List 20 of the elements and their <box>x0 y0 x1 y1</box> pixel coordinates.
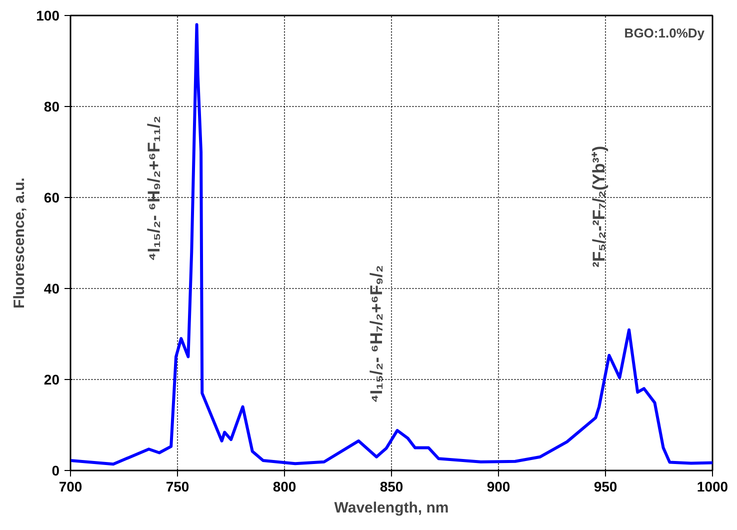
y-tick-label: 80 <box>44 98 60 114</box>
x-tick-label: 750 <box>166 478 190 494</box>
y-tick-label: 60 <box>44 190 60 206</box>
annotation: ²F₅/₂-²F₇/₂(Yb³⁺) <box>589 146 608 268</box>
x-axis-title: Wavelength, nm <box>334 500 449 516</box>
x-tick-label: 900 <box>486 478 510 494</box>
x-tick-label: 700 <box>58 478 82 494</box>
y-tick-label: 100 <box>36 8 60 24</box>
x-tick-label: 850 <box>380 478 404 494</box>
y-tick-label: 0 <box>52 462 60 478</box>
y-tick-label: 20 <box>44 372 60 388</box>
y-axis-title: Fluorescence, a.u. <box>11 178 28 308</box>
x-tick-label: 950 <box>594 478 618 494</box>
x-tick-label: 1000 <box>696 478 728 494</box>
annotation: ⁴I₁₅/₂- ⁶H₉/₂+⁶F₁₁/₂ <box>144 116 164 261</box>
y-tick-label: 40 <box>44 280 60 296</box>
x-tick-label: 800 <box>272 478 296 494</box>
line-series <box>70 23 712 466</box>
annotation: BGO:1.0%Dy <box>624 26 706 40</box>
annotation: ⁴I₁₅/₂- ⁶H₇/₂+⁶F₉/₂ <box>367 265 386 403</box>
